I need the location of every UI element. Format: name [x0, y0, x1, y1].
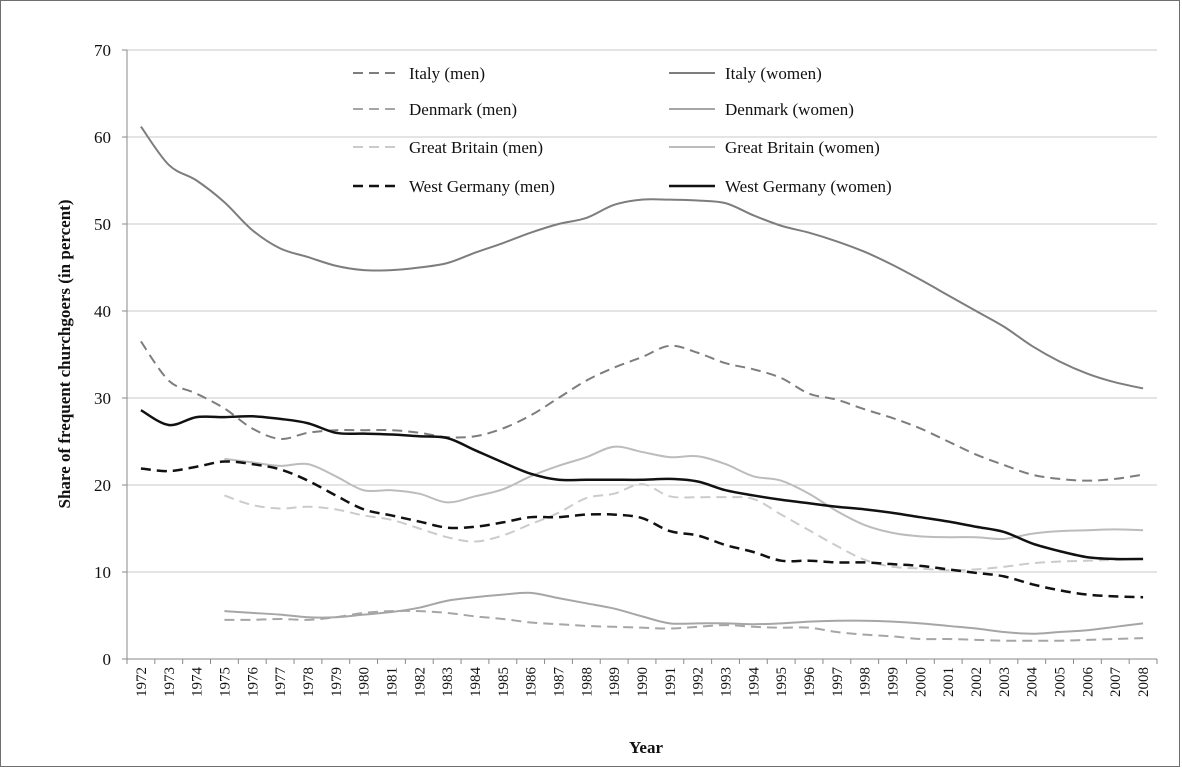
- x-tick-label: 1979: [329, 667, 345, 697]
- x-tick-label: 1981: [384, 667, 400, 697]
- legend-label-denmark-men: Denmark (men): [409, 100, 517, 119]
- legend-label-west-germany-men: West Germany (men): [409, 177, 555, 196]
- x-tick-label: 1972: [134, 667, 150, 697]
- series-line-italy-women: [140, 125, 1144, 390]
- x-tick-label: 1973: [162, 667, 178, 697]
- axes: [122, 49, 1158, 664]
- x-tick-label: 1982: [412, 667, 428, 697]
- x-tick-label: 1987: [551, 667, 567, 698]
- series-line-denmark-men: [224, 609, 1144, 642]
- x-tick-label: 1975: [217, 667, 233, 697]
- x-tick-label: 2005: [1053, 667, 1069, 697]
- series-line-italy-men: [140, 340, 1144, 482]
- y-tick-label: 70: [94, 41, 111, 60]
- y-tick-labels: 0 10 20 30 40 50 60 70: [94, 41, 111, 669]
- series-line-west-germany-men: [140, 460, 1144, 599]
- x-tick-label: 1996: [802, 667, 818, 698]
- legend: Italy (men) Italy (women) Denmark (men) Den…: [353, 64, 892, 196]
- x-tick-label: 2001: [941, 667, 957, 697]
- y-tick-label: 30: [94, 389, 111, 408]
- series-lines: [140, 125, 1144, 642]
- series-line-great-britain-women: [224, 445, 1144, 541]
- y-tick-label: 50: [94, 215, 111, 234]
- x-tick-label: 1990: [635, 667, 651, 697]
- x-tick-label: 1978: [301, 667, 317, 697]
- y-axis-title: Share of frequent churchgoers (in percen…: [55, 200, 74, 509]
- x-tick-label: 1983: [440, 667, 456, 697]
- x-tick-label: 1988: [579, 667, 595, 697]
- series-line-great-britain-men: [224, 483, 1144, 572]
- legend-label-great-britain-women: Great Britain (women): [725, 138, 880, 157]
- x-tick-label: 1993: [719, 667, 735, 697]
- x-tick-label: 1974: [190, 667, 206, 698]
- gridlines: [127, 49, 1157, 573]
- x-tick-label: 1992: [691, 667, 707, 697]
- x-tick-label: 2004: [1025, 667, 1041, 698]
- x-tick-label: 1977: [273, 667, 289, 698]
- x-tick-label: 1976: [245, 667, 261, 698]
- series-line-west-germany-women: [140, 409, 1144, 561]
- x-tick-label: 1998: [858, 667, 874, 697]
- x-tick-label: 1985: [496, 667, 512, 697]
- x-tick-label: 1989: [607, 667, 623, 697]
- x-tick-label: 2003: [997, 667, 1013, 697]
- x-tick-label: 1995: [774, 667, 790, 697]
- legend-label-west-germany-women: West Germany (women): [725, 177, 892, 196]
- legend-label-italy-men: Italy (men): [409, 64, 485, 83]
- y-tick-label: 20: [94, 476, 111, 495]
- x-tick-label: 1999: [886, 667, 902, 697]
- x-tick-label: 2000: [913, 667, 929, 697]
- legend-label-denmark-women: Denmark (women): [725, 100, 854, 119]
- x-tick-label: 2008: [1136, 667, 1152, 697]
- y-tick-label: 0: [103, 650, 112, 669]
- x-tick-label: 1984: [468, 667, 484, 698]
- x-tick-label: 1986: [524, 667, 540, 698]
- y-tick-label: 10: [94, 563, 111, 582]
- y-tick-label: 60: [94, 128, 111, 147]
- x-tick-label: 2002: [969, 667, 985, 697]
- x-tick-label: 2007: [1108, 667, 1124, 698]
- legend-label-great-britain-men: Great Britain (men): [409, 138, 543, 157]
- series-line-denmark-women: [224, 591, 1144, 635]
- x-tick-label: 1994: [746, 667, 762, 698]
- legend-label-italy-women: Italy (women): [725, 64, 822, 83]
- x-tick-label: 2006: [1080, 667, 1096, 698]
- x-tick-label: 1980: [357, 667, 373, 697]
- x-tick-label: 1991: [663, 667, 679, 697]
- x-tick-label: 1997: [830, 667, 846, 698]
- y-tick-label: 40: [94, 302, 111, 321]
- x-axis-title: Year: [629, 738, 663, 757]
- x-tick-labels: 1972 1973 1974 1975 1976 1977 1978 1979 1980 1981…: [134, 667, 1152, 698]
